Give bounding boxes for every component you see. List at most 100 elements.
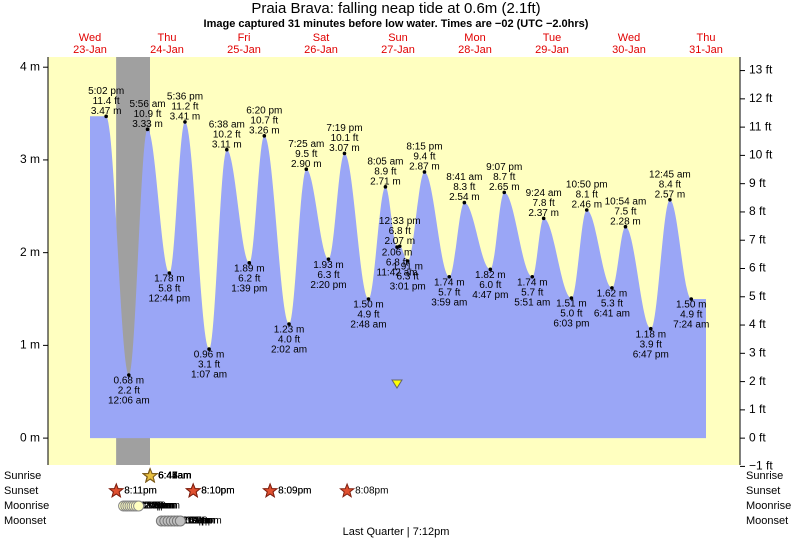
day-date: 27-Jan	[381, 44, 415, 56]
day-name: Sun	[388, 32, 408, 44]
event-label: 6.0 ft	[479, 280, 501, 291]
event-label: 4.9 ft	[680, 310, 702, 321]
event-label: 2.71 m	[370, 176, 401, 187]
event-dot	[447, 274, 452, 279]
y2-tick-label: 3 ft	[749, 345, 766, 359]
astro-time: 8:09pm	[278, 486, 311, 497]
event-label: 6.3 ft	[397, 272, 419, 283]
event-label: 3.9 ft	[640, 339, 662, 350]
event-label: 8.4 ft	[659, 179, 681, 190]
astro-time: 1:45am	[142, 501, 175, 512]
event-label: 6:03 pm	[553, 319, 589, 330]
event-label: 7.8 ft	[533, 198, 555, 209]
event-label: 3.26 m	[249, 125, 280, 136]
event-dot	[569, 296, 574, 300]
day-date: 28-Jan	[458, 44, 492, 56]
event-label: 3.07 m	[329, 143, 360, 154]
event-dot	[104, 114, 108, 119]
astro-time: 6:43am	[158, 471, 191, 482]
astro-time: 12:28am	[138, 501, 177, 512]
event-label: 8.9 ft	[374, 166, 396, 177]
event-label: 5.3 ft	[601, 299, 623, 310]
event-dot	[648, 326, 653, 331]
event-label: 2.46 m	[571, 200, 602, 211]
y2-tick-label: 11 ft	[749, 119, 772, 133]
event-label: 6.8 ft	[386, 258, 408, 269]
event-label: 7:24 am	[673, 320, 709, 331]
event-label: 1.50 m	[353, 300, 384, 311]
astro-time: 3:09am	[147, 501, 180, 512]
day-name: Wed	[618, 32, 640, 44]
event-label: 1.18 m	[635, 329, 666, 340]
event-label: 12:45 am	[649, 169, 691, 180]
event-dot	[405, 259, 410, 263]
moonrise-icon	[133, 500, 145, 512]
event-label: 2.90 m	[291, 159, 322, 170]
event-label: 2.37 m	[528, 208, 559, 219]
astro-time: 2:26am	[144, 501, 177, 512]
y2-tick-label: 13 ft	[749, 63, 773, 77]
event-label: 4.9 ft	[357, 310, 379, 321]
event-label: 10.1 ft	[331, 133, 359, 144]
event-label: 2.57 m	[655, 189, 686, 200]
y2-tick-label: 1 ft	[749, 402, 766, 416]
event-label: 1.51 m	[556, 299, 587, 310]
event-label: 6.3 ft	[317, 270, 339, 281]
day-date: 31-Jan	[689, 44, 723, 56]
day-date: 29-Jan	[535, 44, 569, 56]
astro-time: 8:11pm	[124, 486, 157, 497]
astro-time: 8:10pm	[201, 486, 234, 497]
event-dot	[304, 167, 309, 171]
y2-tick-label: 6 ft	[749, 261, 766, 275]
event-label: 7:25 am	[288, 139, 324, 150]
event-label: 9.4 ft	[413, 152, 435, 163]
event-label: 2.87 m	[409, 162, 440, 173]
event-label: 3:59 am	[431, 297, 467, 308]
event-label: 2:02 am	[271, 345, 307, 356]
event-label: 1.89 m	[234, 263, 265, 274]
event-label: 11.4 ft	[93, 96, 120, 107]
event-label: 12:06 am	[108, 396, 150, 407]
y2-tick-label: 4 ft	[749, 317, 766, 331]
event-label: 2.54 m	[449, 192, 480, 203]
event-label: 9:24 am	[526, 188, 562, 199]
event-dot	[287, 322, 291, 326]
event-label: 2:20 pm	[310, 280, 346, 291]
y-tick-label: 1 m	[20, 338, 40, 352]
event-label: 1.74 m	[517, 277, 548, 288]
event-label: 1.62 m	[597, 289, 628, 300]
day-name: Sat	[313, 32, 330, 44]
event-label: 5:56 am	[129, 99, 165, 110]
astro-time: 8:08pm	[355, 486, 388, 497]
event-label: 11:42 am	[377, 268, 418, 279]
moon-phase: Last Quarter | 7:12pm	[343, 526, 450, 538]
astro-time: 1:19pm	[179, 516, 212, 527]
astro-time: 10:28pm	[132, 501, 171, 512]
event-dot	[224, 147, 229, 152]
day-date: 23-Jan	[73, 44, 107, 56]
event-dot	[127, 373, 131, 377]
event-dot	[247, 261, 252, 265]
event-label: 7:19 pm	[326, 123, 362, 134]
event-label: 9:07 pm	[486, 162, 522, 173]
astro-time: 2:17pm	[182, 516, 215, 527]
y2-tick-label: 9 ft	[749, 176, 766, 190]
sunset-icon	[339, 482, 356, 498]
event-label: 2.2 ft	[118, 386, 140, 397]
event-label: 5.7 ft	[438, 287, 460, 298]
event-label: 8.3 ft	[453, 182, 475, 193]
row-label: Moonrise	[4, 500, 49, 512]
event-label: 1.93 m	[313, 260, 344, 271]
event-label: 8:15 pm	[406, 142, 442, 153]
row-label: Sunrise	[4, 470, 41, 482]
event-label: 0.96 m	[194, 350, 225, 361]
event-label: 10.2 ft	[213, 129, 241, 140]
event-label: 6:38 am	[209, 119, 245, 130]
y2-tick-label: 8 ft	[749, 204, 766, 218]
event-label: 12:33 pm	[379, 216, 421, 227]
y-tick-label: 0 m	[20, 430, 40, 444]
event-label: 12:44 pm	[149, 294, 191, 305]
astro-time: 6:44am	[158, 471, 191, 482]
event-dot	[530, 274, 535, 279]
